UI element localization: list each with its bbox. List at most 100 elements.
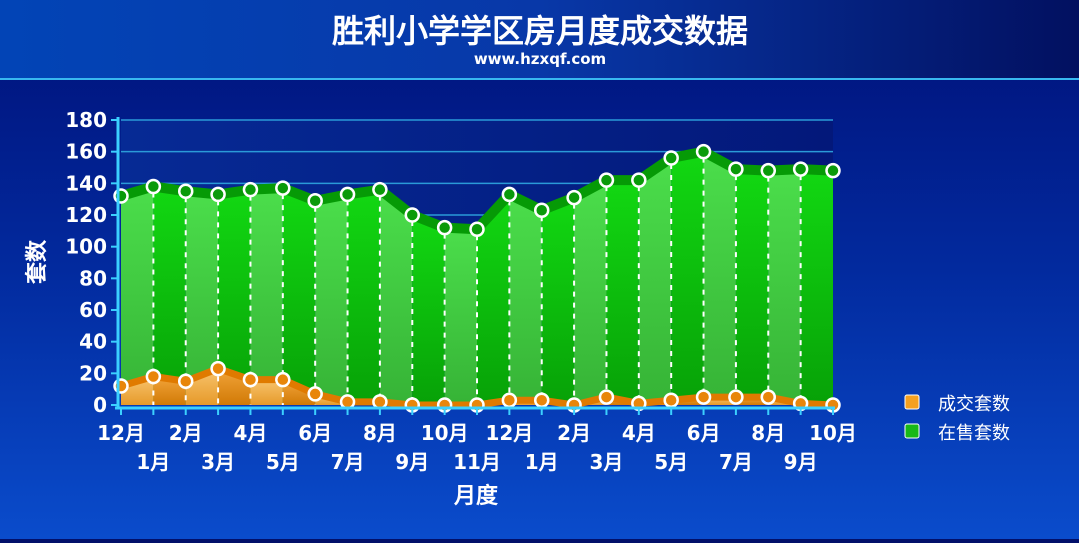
deals-point[interactable] — [372, 394, 388, 410]
in-sale-point[interactable] — [210, 186, 226, 203]
deals-point[interactable] — [177, 373, 194, 389]
in-sale-area-segment — [444, 227, 477, 405]
in-sale-area-segment — [153, 186, 186, 405]
legend-item-in-sale: 在售套数 — [904, 423, 1010, 444]
in-sale-point[interactable] — [436, 219, 453, 236]
in-sale-area-segment — [703, 151, 736, 405]
in-sale-area-segment — [379, 189, 413, 405]
x-tick-label: 3月 — [201, 450, 235, 474]
x-tick-label: 6月 — [298, 421, 332, 445]
x-tick-label: 2月 — [557, 421, 591, 445]
deals-point[interactable] — [339, 394, 356, 410]
in-sale-point[interactable] — [113, 188, 129, 204]
deals-point[interactable] — [501, 392, 518, 408]
x-tick-label: 5月 — [266, 450, 300, 474]
x-tick-label: 9月 — [784, 450, 818, 474]
deals-point[interactable] — [113, 378, 129, 394]
y-tick-label: 120 — [65, 203, 107, 227]
deals-point[interactable] — [145, 368, 162, 385]
chart-title: 胜利小学学区房月度成交数据 — [332, 12, 748, 50]
in-sale-point[interactable] — [728, 161, 744, 177]
in-sale-area-segment — [282, 188, 316, 405]
x-tick-label: 2月 — [169, 421, 203, 445]
in-sale-point[interactable] — [566, 189, 582, 206]
x-tick-label: 11月 — [453, 450, 501, 474]
in-sale-point[interactable] — [760, 162, 777, 179]
x-tick-label: 4月 — [233, 421, 267, 445]
deals-point[interactable] — [307, 386, 323, 402]
x-tick-label: 1月 — [525, 450, 559, 474]
x-tick-label: 9月 — [395, 450, 429, 474]
deals-point[interactable] — [242, 371, 259, 388]
in-sale-point[interactable] — [177, 183, 194, 199]
deals-point[interactable] — [275, 371, 291, 388]
deals-point[interactable] — [760, 389, 777, 405]
deals-area-segment — [250, 379, 283, 405]
in-sale-point[interactable] — [145, 178, 162, 195]
in-sale-area-segment — [185, 191, 219, 405]
in-sale-area-segment — [574, 180, 607, 405]
in-sale-area-segment — [541, 197, 575, 405]
in-sale-point[interactable] — [631, 172, 647, 188]
in-sale-point[interactable] — [825, 162, 841, 179]
x-tick-label: 12月 — [97, 421, 145, 445]
y-axis-label: 套数 — [24, 239, 50, 284]
x-tick-label: 7月 — [331, 450, 365, 474]
in-sale-point[interactable] — [307, 193, 323, 209]
legend-item-deals: 成交套数 — [904, 394, 1010, 415]
x-tick-label: 1月 — [136, 450, 170, 474]
y-tick-label: 40 — [79, 330, 107, 354]
in-sale-point[interactable] — [598, 172, 615, 188]
legend-label-in-sale: 在售套数 — [938, 423, 1010, 444]
title-band — [0, 0, 1079, 80]
in-sale-area-segment — [250, 188, 283, 405]
in-sale-area-segment — [800, 169, 833, 405]
y-tick-label: 180 — [65, 108, 107, 132]
x-tick-label: 8月 — [751, 421, 785, 445]
in-sale-point[interactable] — [501, 186, 518, 203]
in-sale-point[interactable] — [792, 161, 809, 177]
x-tick-label: 4月 — [622, 421, 656, 445]
in-sale-point[interactable] — [533, 202, 550, 218]
y-tick-label: 140 — [65, 171, 107, 195]
x-axis-ticks: 12月 1月 2月 3月 4月 5月 6月 7月 8月 9月 10月 11月 12月 1月 2月 3月 4月 5月… — [97, 408, 857, 474]
y-axis-ticks: 0 20 40 60 80 100 120 140 160 180 — [65, 108, 118, 417]
in-sale-area-segment — [638, 158, 672, 405]
in-sale-area-segment — [509, 194, 542, 405]
x-tick-label: 5月 — [654, 450, 688, 474]
in-sale-point[interactable] — [469, 221, 485, 237]
deals-point[interactable] — [598, 389, 615, 405]
x-tick-label: 7月 — [719, 450, 753, 474]
in-sale-point[interactable] — [242, 181, 259, 198]
y-tick-label: 160 — [65, 140, 107, 164]
deals-area-segment — [153, 376, 186, 405]
in-sale-area-segment — [121, 186, 154, 405]
deals-point[interactable] — [695, 389, 712, 405]
deals-point[interactable] — [210, 360, 226, 377]
in-sale-area-segment — [412, 215, 445, 405]
deals-point[interactable] — [728, 389, 744, 405]
legend-swatch-deals — [904, 394, 920, 410]
in-sale-point[interactable] — [663, 150, 679, 166]
x-tick-label: 10月 — [421, 421, 469, 445]
x-axis-label: 月度 — [453, 483, 499, 509]
y-tick-label: 100 — [65, 235, 107, 259]
y-tick-label: 0 — [93, 393, 107, 417]
deals-area-segment — [185, 368, 219, 405]
x-tick-label: 10月 — [809, 421, 857, 445]
y-tick-label: 20 — [79, 361, 107, 385]
legend-label-deals: 成交套数 — [938, 394, 1010, 415]
in-sale-point[interactable] — [404, 207, 421, 223]
axes — [115, 117, 835, 410]
in-sale-point[interactable] — [372, 181, 388, 198]
in-sale-point[interactable] — [339, 186, 356, 203]
chart-subtitle: www.hzxqf.com — [474, 50, 606, 68]
x-tick-label: 12月 — [485, 421, 533, 445]
deals-point[interactable] — [533, 392, 550, 408]
y-tick-label: 80 — [79, 266, 107, 290]
in-sale-point[interactable] — [695, 143, 712, 160]
in-sale-area-segment — [477, 194, 510, 405]
deals-point[interactable] — [663, 392, 679, 408]
in-sale-point[interactable] — [275, 180, 291, 196]
